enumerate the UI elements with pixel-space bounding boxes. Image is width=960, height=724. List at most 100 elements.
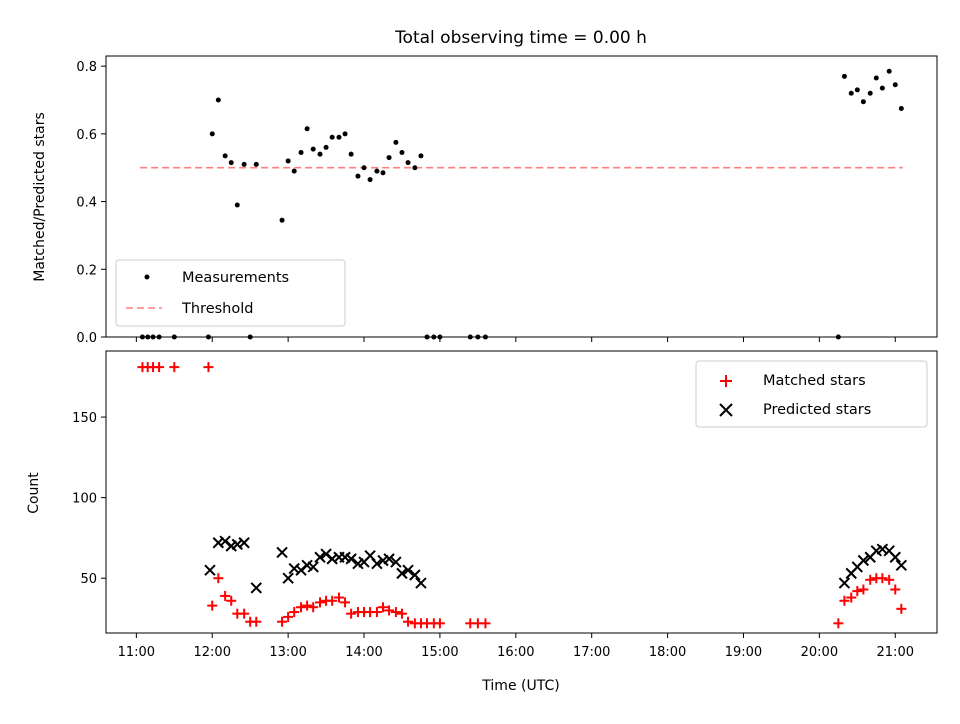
predicted-stars-series xyxy=(204,535,908,594)
matched-star-point xyxy=(327,595,338,606)
predicted-star-point xyxy=(402,564,414,576)
measurement-point xyxy=(304,126,310,132)
matched-star-point xyxy=(207,600,218,611)
bottom-legend-box xyxy=(695,360,928,428)
measurement-point xyxy=(247,334,253,340)
top-y-tick-label: 0.8 xyxy=(76,60,97,75)
matched-star-point xyxy=(203,362,214,373)
bottom-x-tick-label: 11:00 xyxy=(118,645,155,660)
legend-measurements-label: Measurements xyxy=(182,270,289,286)
measurement-point xyxy=(215,97,221,103)
measurement-point xyxy=(222,153,228,159)
top-y-tick-label: 0.0 xyxy=(76,331,97,346)
measurement-point xyxy=(209,131,215,137)
predicted-star-point xyxy=(838,577,851,589)
predicted-star-point xyxy=(415,577,427,589)
measurement-point xyxy=(886,68,892,74)
measurement-point xyxy=(150,334,156,340)
matched-star-point xyxy=(220,590,231,601)
predicted-star-point xyxy=(345,553,357,565)
matched-star-point xyxy=(277,616,288,627)
legend-measurements-marker xyxy=(144,274,150,280)
bottom-x-axis: 11:00 12:00 13:00 14:00 15:00 16:00 17:00 18:00… xyxy=(118,633,914,660)
chart-title: Total observing time = 0.00 h xyxy=(394,28,647,48)
matched-star-point xyxy=(390,607,401,618)
measurement-point xyxy=(873,75,879,81)
top-plot-frame xyxy=(105,55,938,338)
x-axis-label: Time (UTC) xyxy=(481,678,559,694)
top-y-axis-label: Matched/Predicted stars xyxy=(32,112,48,282)
measurement-point xyxy=(310,146,316,152)
predicted-star-point xyxy=(409,569,421,581)
matched-star-point xyxy=(308,602,319,613)
measurement-point xyxy=(298,149,304,155)
measurement-point xyxy=(467,334,473,340)
measurement-point xyxy=(482,334,488,340)
bottom-x-tick-label: 13:00 xyxy=(269,645,306,660)
measurement-point xyxy=(348,151,354,157)
measurement-point xyxy=(139,334,145,340)
matched-star-point xyxy=(302,600,313,611)
measurement-point xyxy=(317,151,323,157)
bottom-x-tick-label: 17:00 xyxy=(573,645,610,660)
predicted-star-point xyxy=(314,551,326,563)
predicted-star-point xyxy=(876,543,889,555)
matched-star-point xyxy=(239,608,250,619)
measurement-point xyxy=(867,90,873,96)
measurement-point xyxy=(329,134,335,140)
predicted-star-point xyxy=(204,564,216,576)
legend-matched-label: Matched stars xyxy=(763,373,866,389)
bottom-y-tick-label: 150 xyxy=(72,411,97,426)
matched-star-point xyxy=(839,595,850,606)
measurement-point xyxy=(437,334,443,340)
matched-star-point xyxy=(434,618,445,629)
measurement-point xyxy=(234,202,240,208)
bottom-y-axis: 50 100 150 xyxy=(72,411,106,587)
measurement-point xyxy=(323,144,329,150)
matched-star-point xyxy=(896,603,907,614)
matched-star-point xyxy=(315,597,326,608)
legend-predicted-label: Predicted stars xyxy=(763,402,871,418)
matched-star-point xyxy=(833,618,844,629)
predicted-star-point xyxy=(250,582,262,594)
top-legend: Measurements Threshold xyxy=(115,259,346,327)
predicted-star-point xyxy=(857,554,870,567)
matched-star-point xyxy=(346,608,357,619)
measurement-point xyxy=(355,173,361,179)
bottom-y-tick-label: 100 xyxy=(72,492,97,507)
measurement-point xyxy=(279,217,285,223)
measurement-point xyxy=(205,334,211,340)
measurements-series xyxy=(139,68,904,340)
measurement-point xyxy=(399,149,405,155)
top-legend-box xyxy=(115,259,346,327)
bottom-x-tick-label: 18:00 xyxy=(649,645,686,660)
matched-star-point xyxy=(371,607,382,618)
matched-star-point xyxy=(877,573,888,584)
measurement-point xyxy=(431,334,437,340)
predicted-star-point xyxy=(390,556,402,568)
measurement-point xyxy=(835,334,841,340)
bottom-y-tick-label: 50 xyxy=(80,572,97,587)
measurement-point xyxy=(393,139,399,145)
measurement-point xyxy=(145,334,151,340)
legend-predicted-marker xyxy=(719,403,733,417)
matched-star-point xyxy=(333,592,344,603)
measurement-point xyxy=(336,134,342,140)
matched-star-point xyxy=(890,584,901,595)
predicted-star-point xyxy=(895,559,908,572)
bottom-x-tick-label: 14:00 xyxy=(345,645,382,660)
matched-star-point xyxy=(251,616,262,627)
bottom-legend: Matched stars Predicted stars xyxy=(695,360,928,428)
top-y-axis: 0.0 0.2 0.4 0.6 0.8 xyxy=(76,60,106,346)
matched-star-point xyxy=(403,616,414,627)
top-x-ticks xyxy=(135,337,896,342)
matched-star-point xyxy=(846,592,857,603)
predicted-star-point xyxy=(238,537,250,549)
matched-star-point xyxy=(226,595,237,606)
predicted-star-point xyxy=(889,551,901,563)
bottom-x-tick-label: 19:00 xyxy=(725,645,762,660)
measurement-point xyxy=(386,155,392,161)
matched-star-point xyxy=(384,605,395,616)
